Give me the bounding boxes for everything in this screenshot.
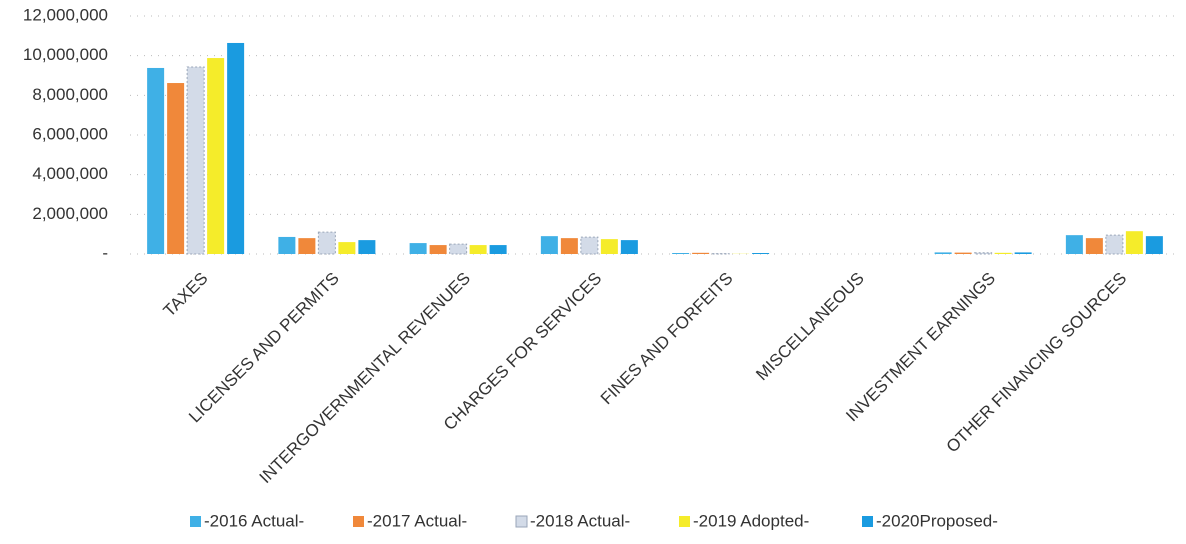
x-tick-label: INVESTMENT EARNINGS <box>842 269 999 426</box>
legend-swatch <box>516 516 527 527</box>
bar <box>490 245 507 254</box>
bar <box>541 236 558 254</box>
bar <box>167 83 184 254</box>
bar <box>278 237 295 254</box>
x-tick-label: TAXES <box>160 269 212 321</box>
bar <box>358 240 375 254</box>
bar <box>147 68 164 254</box>
bar <box>470 245 487 254</box>
x-tick-label: MISCELLANEOUS <box>752 269 868 385</box>
y-tick-label: 12,000,000 <box>23 5 108 24</box>
x-tick-label: LICENSES AND PERMITS <box>185 269 343 427</box>
bar <box>935 252 952 254</box>
bar <box>410 243 427 254</box>
y-tick-label: 10,000,000 <box>23 45 108 64</box>
bar <box>207 58 224 254</box>
y-tick-label: 2,000,000 <box>32 204 108 223</box>
bar <box>227 43 244 254</box>
legend-label: -2020Proposed- <box>876 511 998 530</box>
bar <box>752 253 769 254</box>
bar <box>318 232 335 254</box>
bar <box>955 253 972 254</box>
bar <box>672 253 689 254</box>
bar <box>1086 238 1103 254</box>
legend: -2016 Actual- -2017 Actual- -2018 Actual- -… <box>190 511 998 530</box>
y-tick-label: 6,000,000 <box>32 124 108 143</box>
bar <box>1126 231 1143 254</box>
legend-swatch <box>190 516 201 527</box>
x-tick-label: CHARGES FOR SERVICES <box>440 269 606 435</box>
bar <box>692 253 709 254</box>
bar <box>601 239 618 254</box>
bar <box>1015 252 1032 254</box>
bar <box>338 242 355 254</box>
bar <box>430 245 447 254</box>
bar <box>450 244 467 254</box>
bar <box>1066 235 1083 254</box>
bar <box>1106 235 1123 254</box>
y-tick-label: 8,000,000 <box>32 85 108 104</box>
legend-swatch <box>679 516 690 527</box>
legend-label: -2019 Adopted- <box>693 511 809 530</box>
bar <box>561 238 578 254</box>
bar <box>187 67 204 254</box>
y-tick-label: - <box>102 243 108 262</box>
legend-swatch <box>353 516 364 527</box>
bar <box>298 238 315 254</box>
legend-label: -2017 Actual- <box>367 511 467 530</box>
bar <box>581 237 598 254</box>
y-tick-label: 4,000,000 <box>32 164 108 183</box>
legend-label: -2018 Actual- <box>530 511 630 530</box>
legend-swatch <box>862 516 873 527</box>
x-tick-label: INTERGOVERNMENTAL REVENUES <box>256 269 474 487</box>
bar <box>975 253 992 254</box>
bar <box>995 253 1012 254</box>
bar <box>621 240 638 254</box>
legend-label: -2016 Actual- <box>204 511 304 530</box>
bar <box>1146 236 1163 254</box>
x-tick-label: FINES AND FORFEITS <box>597 269 737 409</box>
